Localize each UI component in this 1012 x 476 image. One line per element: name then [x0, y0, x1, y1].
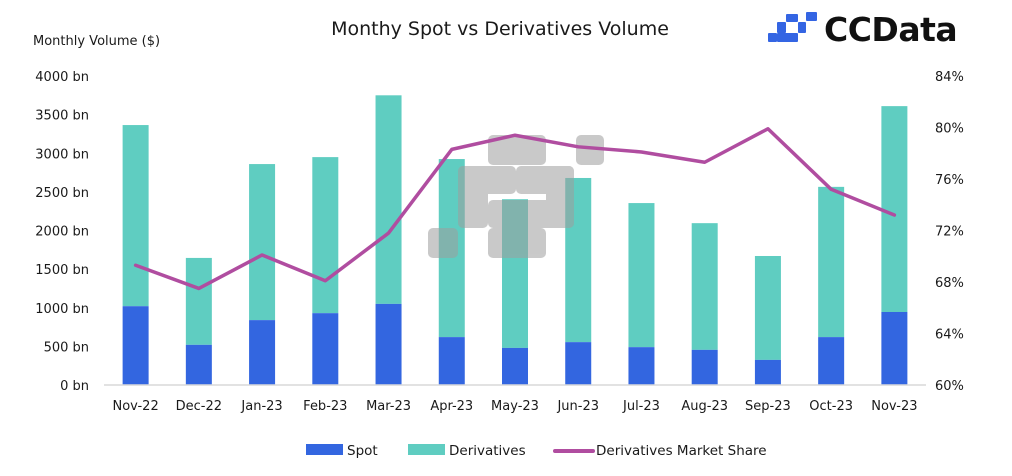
x-tick-label: Nov-22 — [112, 399, 158, 414]
legend: Spot Derivatives Derivatives Market Shar… — [306, 443, 767, 459]
x-tick-label: Aug-23 — [681, 399, 728, 414]
bar-spot — [122, 306, 149, 385]
brand-name: CCData — [824, 10, 957, 49]
y-tick-label: 1000 bn — [35, 302, 89, 317]
legend-label-market-share: Derivatives Market Share — [596, 443, 767, 459]
bar-derivatives — [628, 203, 655, 348]
y-tick-label: 1500 bn — [35, 263, 89, 278]
bar-spot — [818, 337, 845, 385]
bar-spot — [754, 359, 781, 385]
x-tick-label: Jul-23 — [622, 399, 660, 414]
x-tick-label: May-23 — [491, 399, 539, 414]
watermark-block — [458, 166, 516, 194]
y-tick-label: 2000 bn — [35, 225, 89, 240]
y2-axis-ticks: 60% 64% 68% 72% 76% 80% 84% — [935, 70, 964, 394]
x-tick-label: Oct-23 — [809, 399, 853, 414]
y-tick-label: 4000 bn — [35, 70, 89, 85]
bar-derivatives — [691, 223, 718, 350]
logo-block — [786, 14, 798, 22]
bar-spot — [628, 347, 655, 385]
logo-block — [777, 22, 786, 33]
y2-tick-label: 76% — [935, 173, 964, 188]
logo-block — [786, 33, 798, 42]
watermark-block — [488, 135, 546, 165]
y2-tick-label: 60% — [935, 379, 964, 394]
y-tick-label: 0 bn — [60, 379, 89, 394]
x-tick-label: Jun-23 — [556, 399, 599, 414]
x-tick-label: Jan-23 — [240, 399, 282, 414]
y2-tick-label: 72% — [935, 225, 964, 240]
bar-derivatives — [185, 257, 212, 345]
bar-derivatives — [249, 164, 276, 321]
watermark-block — [488, 228, 546, 258]
logo-block — [798, 22, 806, 33]
y2-tick-label: 84% — [935, 70, 964, 85]
bar-derivatives — [122, 125, 149, 307]
bar-spot — [565, 342, 592, 385]
logo-block — [768, 33, 777, 42]
watermark-block — [428, 228, 458, 258]
watermark-block — [576, 135, 604, 165]
watermark-block — [516, 166, 574, 194]
legend-label-spot: Spot — [347, 443, 378, 459]
bar-spot — [691, 349, 718, 385]
y2-tick-label: 64% — [935, 328, 964, 343]
bar-spot — [375, 303, 402, 385]
ccdata-pixel-logo-icon — [768, 12, 817, 42]
legend-label-derivatives: Derivatives — [449, 443, 526, 459]
bar-spot — [438, 337, 465, 385]
legend-swatch-spot — [306, 444, 343, 455]
x-tick-label: Mar-23 — [366, 399, 411, 414]
x-tick-label: Dec-22 — [176, 399, 222, 414]
bar-spot — [502, 347, 528, 385]
y-tick-label: 3000 bn — [35, 147, 89, 162]
logo-block — [777, 33, 788, 42]
bar-derivatives — [881, 106, 908, 312]
x-tick-label: Nov-23 — [871, 399, 917, 414]
y-tick-label: 500 bn — [44, 340, 89, 355]
y-tick-label: 3500 bn — [35, 109, 89, 124]
watermark-logo-icon — [428, 135, 604, 258]
y-tick-label: 2500 bn — [35, 186, 89, 201]
bar-derivatives — [818, 186, 845, 338]
bar-derivatives — [375, 95, 402, 304]
x-tick-label: Apr-23 — [430, 399, 473, 414]
bar-spot — [312, 313, 339, 385]
x-axis-ticks: Nov-22 Dec-22 Jan-23 Feb-23 Mar-23 Apr-23 May-… — [112, 399, 917, 414]
market-share-line-group — [133, 127, 897, 291]
y-axis-label: Monthly Volume ($) — [33, 34, 160, 49]
chart-title: Monthy Spot vs Derivatives Volume — [331, 18, 669, 40]
bar-spot — [249, 320, 276, 385]
logo-block — [806, 12, 817, 21]
y2-tick-label: 68% — [935, 276, 964, 291]
bar-derivatives — [754, 255, 781, 360]
bar-spot — [881, 311, 908, 385]
y2-tick-label: 80% — [935, 122, 964, 137]
y-axis-ticks: 0 bn 500 bn 1000 bn 1500 bn 2000 bn 2500 bn 30… — [35, 70, 89, 394]
watermark-block — [488, 200, 574, 228]
legend-swatch-derivatives — [408, 444, 445, 455]
x-tick-label: Feb-23 — [303, 399, 347, 414]
bar-derivatives — [312, 157, 339, 314]
bar-spot — [185, 344, 212, 385]
x-tick-label: Sep-23 — [745, 399, 791, 414]
